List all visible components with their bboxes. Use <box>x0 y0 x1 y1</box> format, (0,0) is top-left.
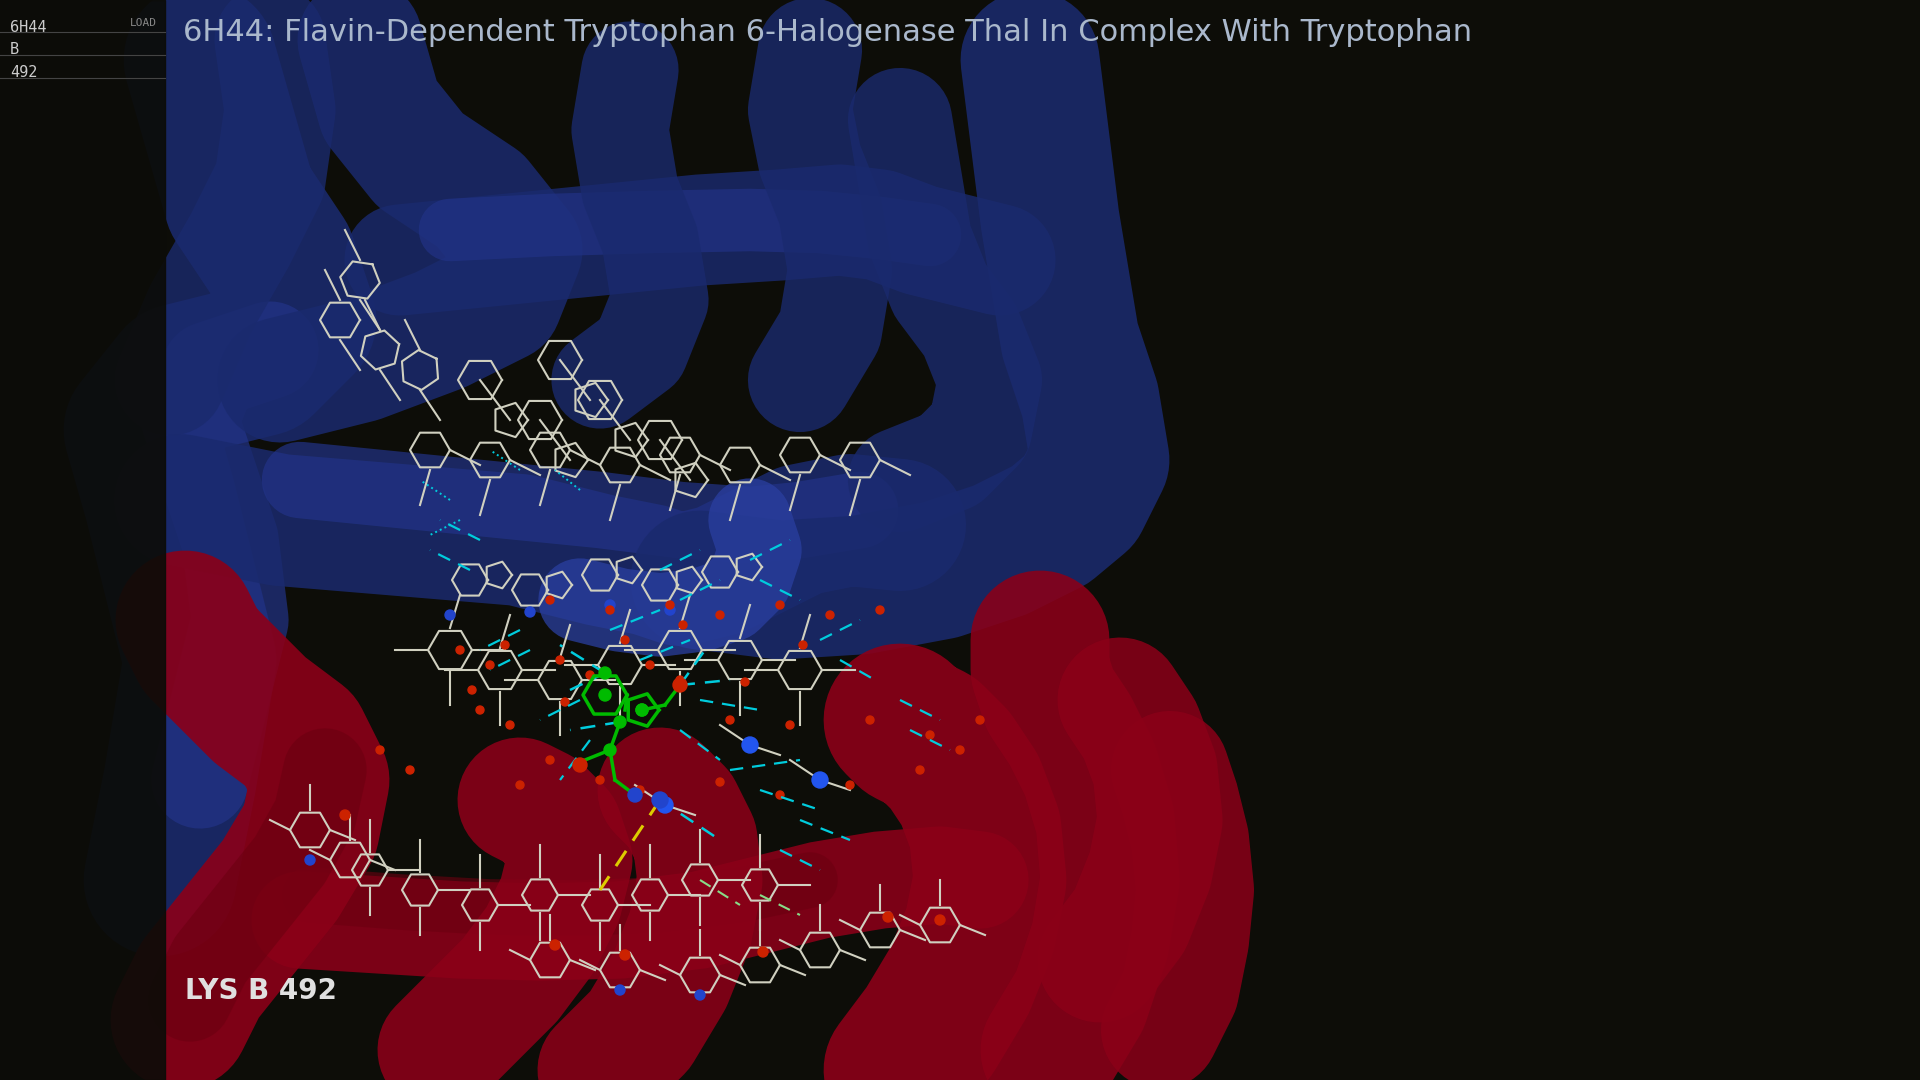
Circle shape <box>975 716 983 724</box>
Circle shape <box>883 912 893 922</box>
Text: 492: 492 <box>10 65 36 80</box>
Circle shape <box>549 940 561 950</box>
Circle shape <box>599 667 611 679</box>
Circle shape <box>628 788 641 802</box>
Circle shape <box>674 678 687 692</box>
Circle shape <box>741 678 749 686</box>
Circle shape <box>545 596 555 604</box>
Circle shape <box>620 950 630 960</box>
Circle shape <box>657 797 674 813</box>
Circle shape <box>664 605 676 615</box>
Circle shape <box>916 766 924 774</box>
Circle shape <box>599 689 611 701</box>
Circle shape <box>785 721 795 729</box>
Circle shape <box>741 737 758 753</box>
Circle shape <box>653 792 668 808</box>
Circle shape <box>572 758 588 772</box>
Text: 6H44: 6H44 <box>10 21 46 35</box>
Text: LOAD: LOAD <box>131 18 157 28</box>
Circle shape <box>468 686 476 694</box>
Circle shape <box>605 744 616 756</box>
Circle shape <box>866 716 874 724</box>
Circle shape <box>545 756 555 764</box>
Circle shape <box>776 600 783 609</box>
Circle shape <box>680 621 687 629</box>
Circle shape <box>758 947 768 957</box>
Circle shape <box>676 676 684 684</box>
Text: 6H44: Flavin-Dependent Tryptophan 6-Halogenase Thal In Complex With Tryptophan: 6H44: Flavin-Dependent Tryptophan 6-Halo… <box>182 18 1473 48</box>
Circle shape <box>620 636 630 644</box>
Circle shape <box>605 600 614 610</box>
Circle shape <box>614 716 626 728</box>
Circle shape <box>636 704 649 716</box>
Bar <box>0 0 165 1080</box>
Circle shape <box>716 611 724 619</box>
Circle shape <box>305 855 315 865</box>
Circle shape <box>595 777 605 784</box>
Circle shape <box>812 772 828 788</box>
Circle shape <box>607 606 614 615</box>
Circle shape <box>516 781 524 789</box>
Circle shape <box>695 990 705 1000</box>
Circle shape <box>925 731 933 739</box>
Circle shape <box>507 721 515 729</box>
Circle shape <box>716 778 724 786</box>
Circle shape <box>636 786 643 794</box>
Circle shape <box>557 656 564 664</box>
Circle shape <box>524 607 536 617</box>
Circle shape <box>376 746 384 754</box>
Circle shape <box>666 600 674 609</box>
Circle shape <box>445 610 455 620</box>
Circle shape <box>405 766 415 774</box>
Circle shape <box>645 661 655 669</box>
Circle shape <box>876 606 883 615</box>
Circle shape <box>956 746 964 754</box>
Text: B: B <box>10 42 19 57</box>
Circle shape <box>726 716 733 724</box>
Circle shape <box>776 791 783 799</box>
Circle shape <box>826 611 833 619</box>
Circle shape <box>799 642 806 649</box>
Circle shape <box>457 646 465 654</box>
Circle shape <box>935 915 945 924</box>
Circle shape <box>476 706 484 714</box>
Circle shape <box>586 671 593 679</box>
Circle shape <box>486 661 493 669</box>
Circle shape <box>614 985 626 995</box>
Circle shape <box>561 698 568 706</box>
Text: LYS B 492: LYS B 492 <box>184 977 336 1005</box>
Circle shape <box>847 781 854 789</box>
Circle shape <box>501 642 509 649</box>
Circle shape <box>636 704 649 716</box>
Circle shape <box>340 810 349 820</box>
